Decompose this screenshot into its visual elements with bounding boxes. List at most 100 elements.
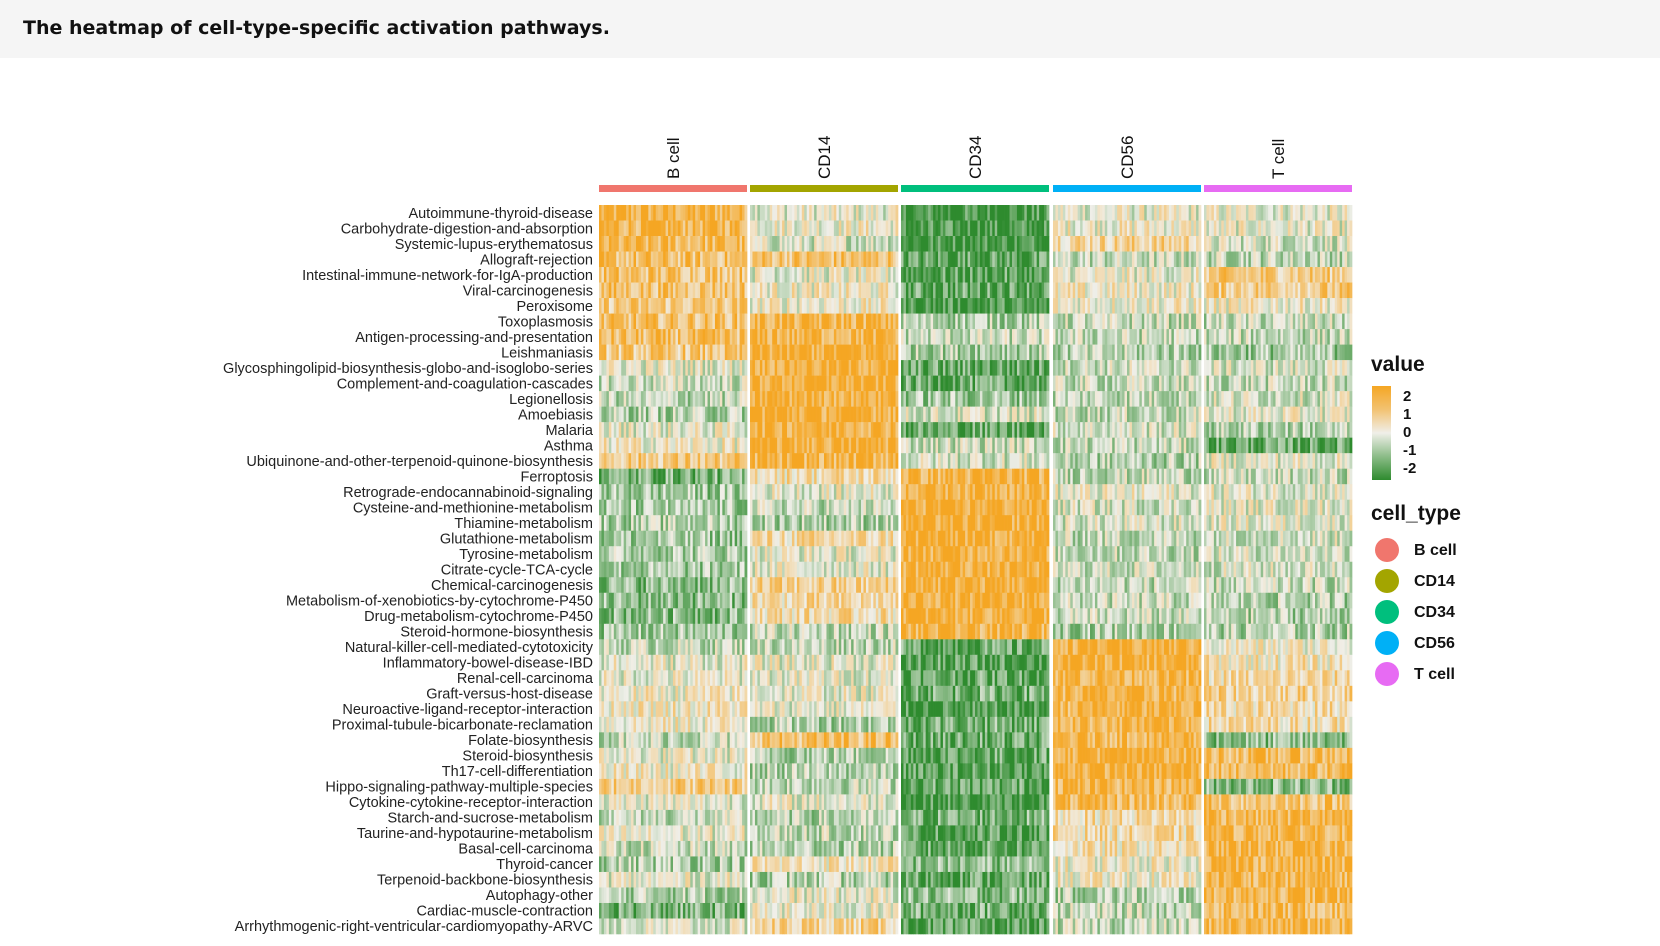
heatmap-cell: [1204, 406, 1353, 423]
heatmap-cell: [1204, 763, 1353, 780]
heatmap-cell: [1053, 623, 1202, 640]
heatmap-cell: [750, 561, 899, 578]
heatmap-cell: [750, 623, 899, 640]
heatmap-cell: [1053, 391, 1202, 407]
column-annotation-bar: [901, 185, 1049, 192]
heatmap-cell: [599, 809, 748, 826]
row-label: Systemic-lupus-erythematosus: [395, 237, 593, 253]
heatmap-cell: [1204, 205, 1353, 221]
heatmap-cell: [750, 360, 899, 376]
legend-dot-cd56: [1375, 631, 1399, 655]
heatmap-cell: [750, 406, 899, 423]
heatmap-cell: [599, 577, 748, 594]
heatmap-cell: [750, 515, 899, 532]
heatmap-cell: [750, 298, 899, 314]
column-annotation-bar: [1204, 185, 1352, 192]
row-label: Neuroactive-ligand-receptor-interaction: [342, 702, 593, 718]
heatmap-cell: [1204, 623, 1353, 640]
heatmap-cell: [599, 530, 748, 547]
heatmap-cell: [599, 484, 748, 500]
row-label: Legionellosis: [509, 392, 593, 408]
row-label: Chemical-carcinogenesis: [431, 578, 593, 594]
heatmap-cell: [1053, 220, 1202, 237]
heatmap-cell: [1053, 670, 1202, 687]
heatmap-cell: [750, 236, 899, 252]
heatmap-cell: [599, 763, 748, 780]
row-label: Natural-killer-cell-mediated-cytotoxicit…: [345, 640, 594, 656]
heatmap-cell: [750, 437, 899, 454]
column-annotation-bar: [599, 185, 747, 192]
heatmap-cell: [1204, 468, 1353, 485]
heatmap-cell: [1053, 298, 1202, 314]
heatmap-cell: [599, 732, 748, 749]
heatmap-cell: [750, 763, 899, 780]
heatmap-cell: [1053, 546, 1202, 563]
heatmap-cell: [901, 592, 1050, 609]
legend-dot-b-cell: [1375, 538, 1399, 562]
row-label: Glycosphingolipid-biosynthesis-globo-and…: [223, 361, 593, 377]
heatmap-cell: [599, 375, 748, 392]
heatmap-cell: [750, 251, 899, 268]
heatmap-cell: [901, 902, 1050, 919]
heatmap-cell: [750, 732, 899, 749]
legend-tick: 0: [1403, 424, 1412, 441]
heatmap-cell: [750, 329, 899, 345]
legend-tick: 2: [1403, 388, 1412, 405]
row-label: Cysteine-and-methionine-metabolism: [353, 500, 593, 516]
column-label: CD14: [815, 136, 834, 179]
heatmap-cell: [901, 484, 1050, 500]
heatmap-cell: [1204, 840, 1353, 857]
row-label: Cytokine-cytokine-receptor-interaction: [349, 795, 593, 811]
row-label: Ubiquinone-and-other-terpenoid-quinone-b…: [246, 454, 593, 470]
heatmap-cell: [750, 825, 899, 842]
heatmap-cell: [1053, 453, 1202, 469]
heatmap-cell: [1053, 654, 1202, 671]
heatmap-cell: [1053, 561, 1202, 578]
legend-label-cd56: CD56: [1414, 635, 1455, 652]
heatmap-cell: [901, 205, 1050, 221]
heatmap-cell: [1053, 360, 1202, 376]
row-label: Th17-cell-differentiation: [442, 764, 593, 780]
heatmap-cell: [750, 887, 899, 904]
heatmap-cell: [599, 654, 748, 671]
heatmap-cell: [750, 809, 899, 826]
heatmap-cell: [599, 313, 748, 330]
heatmap-cell: [1204, 592, 1353, 609]
row-label: Terpenoid-backbone-biosynthesis: [377, 873, 593, 889]
heatmap-cell: [901, 282, 1050, 299]
heatmap-cell: [901, 732, 1050, 749]
row-label: Arrhythmogenic-right-ventricular-cardiom…: [235, 919, 593, 935]
heatmap-cell: [901, 499, 1050, 516]
row-label: Steroid-biosynthesis: [462, 749, 593, 765]
heatmap-cell: [901, 887, 1050, 904]
column-label: B cell: [664, 137, 683, 179]
row-label: Asthma: [544, 438, 594, 454]
heatmap-cell: [599, 825, 748, 842]
heatmap-cell: [1053, 282, 1202, 299]
heatmap-cell: [599, 344, 748, 361]
heatmap-cell: [599, 391, 748, 407]
legend-label-t-cell: T cell: [1414, 666, 1455, 683]
heatmap-cell: [1204, 794, 1353, 811]
heatmap-cell: [1053, 639, 1202, 656]
heatmap-cell: [1053, 577, 1202, 594]
heatmap-cell: [901, 468, 1050, 485]
heatmap-cell: [750, 468, 899, 485]
value-color-ramp: [1372, 386, 1391, 480]
row-label: Leishmaniasis: [501, 345, 593, 361]
row-label: Ferroptosis: [520, 469, 593, 485]
row-label: Drug-metabolism-cytochrome-P450: [364, 609, 593, 625]
heatmap-cell: [599, 608, 748, 625]
heatmap-cell: [901, 577, 1050, 594]
heatmap-cell: [1053, 778, 1202, 795]
heatmap-cell: [901, 856, 1050, 873]
heatmap-cell: [901, 623, 1050, 640]
heatmap-cell: [599, 592, 748, 609]
heatmap-cell: [750, 391, 899, 407]
heatmap-cell: [1204, 778, 1353, 795]
row-label: Thyroid-cancer: [496, 857, 593, 873]
heatmap-cell: [1053, 763, 1202, 780]
heatmap-cell: [1204, 313, 1353, 330]
heatmap-cell: [1053, 468, 1202, 485]
row-label: Retrograde-endocannabinoid-signaling: [343, 485, 593, 501]
